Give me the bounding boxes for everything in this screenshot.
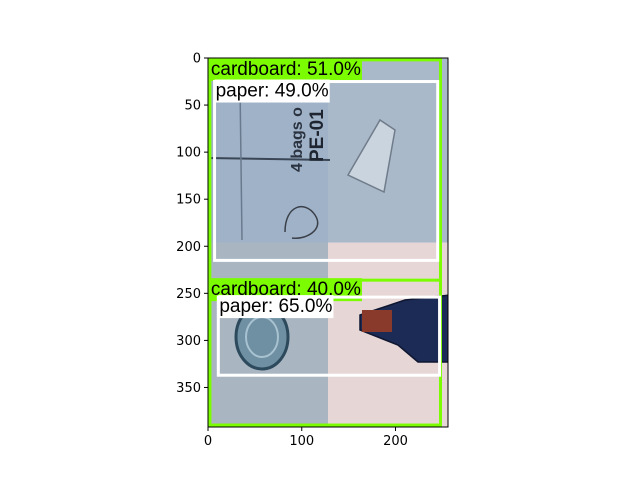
box-print-line1: 4 bags o	[289, 107, 306, 172]
y-tick-label: 300	[176, 334, 201, 349]
detection-label: paper: 65.0%	[218, 295, 334, 319]
y-tick-label: 250	[176, 287, 201, 302]
y-tick-label: 150	[176, 193, 201, 208]
detection-label-text: paper: 49.0%	[216, 81, 329, 102]
detection-label-bg	[214, 79, 330, 103]
x-tick-label: 200	[383, 434, 408, 449]
detection-label: cardboard: 51.0%	[209, 58, 362, 81]
image-mosaic	[208, 58, 448, 427]
detection-label-text: cardboard: 40.0%	[211, 279, 361, 300]
image-details: 4 bags o PE-01	[208, 84, 448, 371]
axes-frame	[207, 57, 449, 428]
y-tick-label: 0	[193, 52, 201, 67]
x-tick-label: 100	[289, 434, 314, 449]
detection-label-text: paper: 65.0%	[219, 296, 332, 317]
detection-label: paper: 49.0%	[214, 79, 330, 103]
box-print-line2: PE-01	[307, 109, 328, 162]
detection-label-text: cardboard: 51.0%	[211, 59, 361, 80]
detection-label-bg	[218, 295, 334, 319]
y-tick-label: 50	[184, 99, 201, 114]
y-tick-label: 200	[176, 240, 201, 255]
y-tick-label: 100	[176, 146, 201, 161]
y-tick-label: 350	[176, 381, 201, 396]
x-axis: 0 100 200	[204, 427, 408, 449]
x-tick-label: 0	[204, 434, 212, 449]
detection-label-bg	[209, 58, 362, 81]
detections: cardboard: 51.0%paper: 49.0% cardboard: 4…	[208, 58, 442, 427]
y-axis: 0 50 100 150 200 250 300 350	[176, 52, 208, 396]
